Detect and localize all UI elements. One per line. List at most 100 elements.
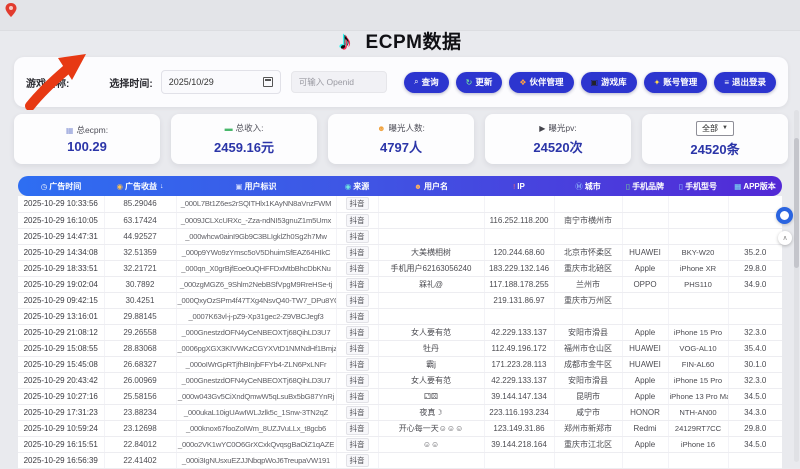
cell-phone-model	[668, 212, 729, 229]
cell-ad-time: 2025-10-29 14:34:08	[18, 244, 105, 261]
openid-input[interactable]	[290, 71, 387, 93]
stat-value: 100.29	[67, 139, 107, 154]
cell-phone-model: iPhone 15 Pro	[668, 372, 729, 389]
top-strip	[0, 0, 800, 31]
cell-ad-time: 2025-10-29 09:42:15	[18, 292, 105, 309]
logout-button[interactable]: ≡ 退出登录	[714, 71, 776, 93]
page-title: ECPM数据	[365, 32, 462, 53]
source-badge: 抖音	[345, 197, 369, 211]
column-label: 手机型号	[685, 181, 718, 191]
cell-ip: 223.116.193.234	[484, 404, 555, 421]
cell-city	[554, 196, 623, 213]
cell-app-version	[728, 292, 782, 309]
cell-app-version	[728, 308, 782, 325]
column-header-source[interactable]: ◉ 来源	[336, 176, 378, 196]
cell-user-openid: _000zgMGZ6_9Shlm2NebBSfVpgM9RreHSe-tj	[176, 276, 337, 293]
cell-city: 北京市怀柔区	[554, 244, 623, 261]
cell-user-openid: _000whcw0ainI9Gb9C3BLIgklZh0Sg2h7Mw	[176, 228, 337, 245]
cell-phone-brand: Apple	[622, 388, 669, 405]
cell-app-version	[728, 212, 782, 229]
cell-user-openid: _0009JCLXcURXc_-Zza-ndNI53gnuZ1m5Umx	[176, 212, 337, 229]
scrollbar-track	[794, 110, 799, 462]
cell-city: 重庆市北碚区	[554, 260, 623, 277]
source-badge: 抖音	[345, 245, 369, 259]
filter-panel: 游戏名称: 选择时间: 2025/10/29 ⌕查询 ↻更新 ❖伙伴管理 ▣游戏库 ✦账…	[14, 57, 788, 107]
column-header-app-version[interactable]: ▦ APP版本	[728, 176, 782, 196]
ad-revenue-icon: ◉	[116, 181, 124, 191]
column-header-ad-revenue[interactable]: ◉ 广告收益 ↓	[104, 176, 176, 196]
cell-city	[554, 308, 623, 325]
cell-city: 郑州市新郑市	[554, 420, 623, 437]
cell-ad-time: 2025-10-29 14:47:31	[18, 228, 105, 245]
cell-ad-time: 2025-10-29 15:45:08	[18, 356, 105, 373]
cell-city: 安阳市滑县	[554, 372, 623, 389]
cell-username: 女人要有范	[378, 324, 485, 341]
scroll-top-button[interactable]: ∧	[778, 231, 792, 245]
cell-source: 抖音	[336, 196, 379, 213]
table-row: 2025-10-29 19:02:04 30.7892 _000zgMGZ6_9Sh…	[18, 276, 782, 293]
cell-ad-time: 2025-10-29 10:59:24	[18, 420, 105, 437]
cell-source: 抖音	[336, 340, 379, 357]
column-header-ip[interactable]: ! IP	[484, 176, 554, 196]
cell-phone-brand: Apple	[622, 260, 669, 277]
column-label: 用户标识	[244, 181, 277, 191]
sort-desc-icon: ↓	[160, 182, 164, 190]
cell-ad-time: 2025-10-29 16:10:05	[18, 212, 105, 229]
floating-help-button[interactable]	[776, 207, 793, 224]
cell-username: ☺☺	[378, 436, 485, 453]
partner-management-button[interactable]: ❖ 伙伴管理	[509, 71, 574, 93]
source-badge: 抖音	[345, 213, 369, 227]
column-header-city[interactable]: Ⓜ 城市	[554, 176, 622, 196]
cell-phone-brand	[622, 228, 669, 245]
cell-user-openid: _0007K63vl-j-pZ9-Xp31gec2-Z9VBCJegf3	[176, 308, 337, 325]
stats-row: ▦ 总ecpm: 100.29 ▬ 总收入: 2459.16元 ☻ 曝光人数: 4797人 ▶ 曝光…	[14, 114, 788, 164]
cell-source: 抖音	[336, 276, 379, 293]
column-header-user-openid[interactable]: ▣ 用户标识	[176, 176, 336, 196]
cell-user-openid: _000ukaL10igUAwIWLJzlk5c_1Snw-3TN2qZ	[176, 404, 337, 421]
cell-username	[378, 212, 485, 229]
column-header-phone-brand[interactable]: ▯ 手机品牌	[622, 176, 668, 196]
cell-ip: 42.229.133.137	[484, 372, 555, 389]
table-row: 2025-10-29 17:31:23 23.88234 _000ukaL10igU…	[18, 404, 782, 421]
cell-city: 重庆市江北区	[554, 436, 623, 453]
ip-icon: !	[513, 181, 516, 191]
cell-user-openid: _000knox67fooZoIWm_8UZJVuLLx_t8gcb6	[176, 420, 337, 437]
column-label: APP版本	[743, 181, 776, 191]
cell-source: 抖音	[336, 388, 379, 405]
city-icon: Ⓜ	[575, 181, 583, 191]
column-label: 城市	[584, 181, 601, 191]
cell-phone-model: iPhone 16	[668, 436, 729, 453]
cell-phone-brand	[622, 292, 669, 309]
query-icon: ⌕	[414, 77, 419, 86]
cell-ad-time: 2025-10-29 20:43:42	[18, 372, 105, 389]
cell-phone-brand	[622, 196, 669, 213]
cell-source: 抖音	[336, 260, 379, 277]
cell-app-version: 32.3.0	[728, 324, 782, 341]
stat-value: 4797人	[380, 140, 422, 155]
data-table: 2025-10-29 10:33:56 85.29046 _000L7Bt1Z6es…	[18, 196, 782, 469]
time-label: 选择时间:	[109, 78, 153, 90]
refresh-button[interactable]: ↻ 更新	[455, 71, 503, 93]
source-badge: 抖音	[345, 293, 369, 307]
cell-username: 开心每一天☺☺☺	[378, 420, 485, 437]
cell-ad-time: 2025-10-29 16:15:51	[18, 436, 105, 453]
stat-card-4: 全部 ▼ 24520条	[642, 114, 788, 164]
column-header-username[interactable]: ☻ 用户名	[378, 176, 484, 196]
toolbar: ⌕ 查询 ↻ 更新 ❖ 伙伴管理 ▣ 游戏库 ✦ 账号管理 ≡ 退出登录	[404, 71, 776, 93]
account-management-button[interactable]: ✦ 账号管理	[643, 71, 708, 93]
column-header-phone-model[interactable]: ▯ 手机型号	[668, 176, 728, 196]
query-button[interactable]: ⌕ 查询	[404, 71, 449, 93]
cell-phone-model: iPhone 15 Pro	[668, 324, 729, 341]
stat-card-0: ▦ 总ecpm: 100.29	[14, 114, 160, 164]
cell-username: 夜真☽	[378, 404, 485, 421]
game-library-button[interactable]: ▣ 游戏库	[580, 71, 637, 93]
cell-ad-revenue: 29.26558	[104, 324, 177, 341]
cell-ad-revenue: 29.88145	[104, 308, 177, 325]
cell-app-version: 34.9.0	[728, 276, 782, 293]
date-picker[interactable]: 2025/10/29	[160, 70, 281, 94]
record-filter-select[interactable]: 全部 ▼	[696, 120, 734, 136]
cell-city	[554, 228, 623, 245]
phone-brand-icon: ▯	[625, 181, 631, 191]
scrollbar-thumb[interactable]	[794, 138, 799, 268]
column-header-ad-time[interactable]: ◷ 广告时间	[18, 176, 104, 196]
